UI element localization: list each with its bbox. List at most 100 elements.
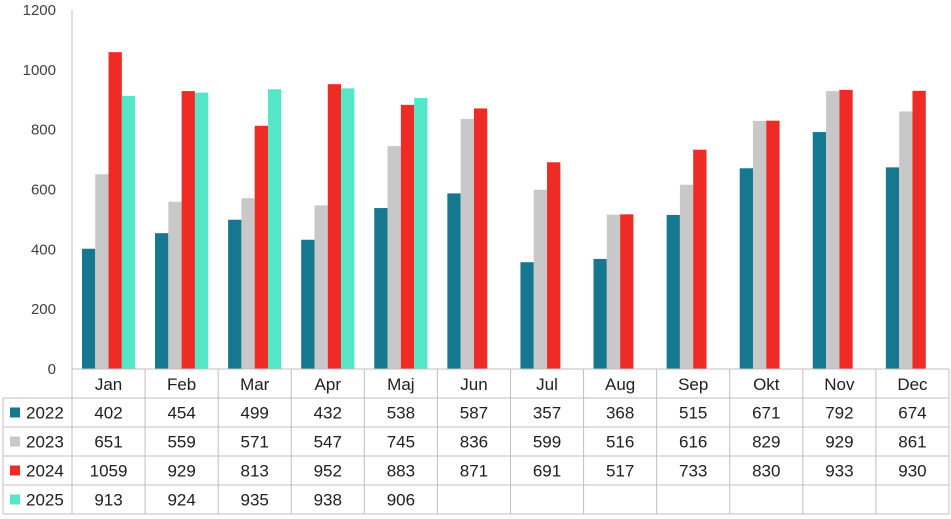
bar-2022-Apr — [301, 239, 315, 369]
table-cell-value: 402 — [94, 404, 122, 423]
table-cell-value: 357 — [533, 404, 561, 423]
x-category-label: Apr — [315, 375, 342, 394]
x-category-label: Nov — [824, 375, 855, 394]
y-tick-label: 200 — [31, 301, 56, 318]
table-cell-value: 829 — [752, 433, 780, 452]
bar-2023-Mar — [241, 198, 255, 369]
series-label-2022: 2022 — [26, 404, 64, 423]
bar-2022-Jan — [81, 248, 96, 369]
bar-2024-Jan — [108, 52, 122, 370]
table-cell-value: 935 — [241, 491, 269, 510]
table-cell-value: 813 — [241, 462, 269, 481]
table-cell-value: 515 — [679, 404, 707, 423]
bar-2024-Aug — [620, 214, 634, 369]
bar-2022-Okt — [739, 168, 753, 369]
bar-2024-Jun — [473, 108, 488, 370]
table-cell-value: 871 — [460, 462, 488, 481]
bar-2023-Jul — [533, 189, 548, 369]
table-cell-value: 559 — [167, 433, 195, 452]
table-cell-value: 913 — [94, 491, 122, 510]
table-cell-value: 671 — [752, 404, 780, 423]
bar-2024-Maj — [400, 104, 415, 369]
bar-2022-Maj — [374, 208, 388, 369]
y-tick-label: 800 — [31, 122, 56, 139]
bar-2023-Apr — [314, 205, 328, 369]
table-cell-value: 547 — [314, 433, 342, 452]
bar-2025-Mar — [268, 89, 282, 369]
y-axis: 0 200 400 600 800 1000 1200 — [23, 2, 73, 378]
x-category-label: Maj — [387, 375, 414, 394]
table-cell-value: 517 — [606, 462, 634, 481]
x-category-label: Okt — [753, 375, 780, 394]
table-cell-value: 674 — [898, 404, 926, 423]
legend-key-2025 — [10, 494, 20, 505]
table-cell-value: 432 — [314, 404, 342, 423]
legend-key-2023 — [10, 436, 20, 447]
x-category-label: Mar — [240, 375, 270, 394]
y-tick-label: 600 — [31, 182, 56, 199]
bar-2023-Jan — [95, 174, 109, 369]
bar-2024-Apr — [327, 84, 342, 369]
bar-2022-Jul — [520, 262, 534, 369]
series-label-2025: 2025 — [26, 491, 64, 510]
table-cell-value: 368 — [606, 404, 634, 423]
bar-2023-Aug — [606, 214, 621, 369]
table-cell-value: 938 — [314, 491, 342, 510]
bar-2022-Aug — [593, 258, 607, 369]
table-cell-value: 792 — [825, 404, 853, 423]
bar-2024-Dec — [912, 90, 926, 370]
y-tick-label: 1200 — [23, 2, 56, 19]
table-cell-value: 599 — [533, 433, 561, 452]
table-cell-value: 930 — [898, 462, 926, 481]
table-cell-value: 616 — [679, 433, 707, 452]
bar-2024-Mar — [254, 125, 269, 369]
bar-2025-Feb — [194, 92, 209, 369]
bar-2022-Nov — [812, 132, 827, 369]
x-category-label: Sep — [678, 375, 708, 394]
table-cell-value: 454 — [167, 404, 195, 423]
table-cell-value: 571 — [241, 433, 269, 452]
table-cell-value: 733 — [679, 462, 707, 481]
table-cell-value: 952 — [314, 462, 342, 481]
table-cell-value: 651 — [94, 433, 122, 452]
table-cell-value: 587 — [460, 404, 488, 423]
bar-2022-Jun — [447, 193, 461, 369]
x-category-label: Jul — [536, 375, 558, 394]
bar-2025-Jan — [121, 95, 136, 370]
table-cell-value: 924 — [167, 491, 195, 510]
table-cell-value: 836 — [460, 433, 488, 452]
bar-2025-Apr — [341, 88, 355, 369]
series-label-2023: 2023 — [26, 433, 64, 452]
bar-2023-Sep — [679, 184, 694, 369]
table-cell-value: 538 — [387, 404, 415, 423]
table-cell-value: 883 — [387, 462, 415, 481]
bar-2023-Feb — [168, 201, 182, 369]
bar-2022-Feb — [155, 233, 169, 369]
table-cell-value: 929 — [825, 433, 853, 452]
table-cell-value: 861 — [898, 433, 926, 452]
x-category-label: Dec — [897, 375, 928, 394]
table-cell-value: 516 — [606, 433, 634, 452]
table-cell-value: 499 — [241, 404, 269, 423]
x-category-label: Jun — [460, 375, 487, 394]
series-label-2024: 2024 — [26, 462, 64, 481]
legend-key-2024 — [10, 465, 20, 476]
table-cell-value: 691 — [533, 462, 561, 481]
table-cell-value: 929 — [167, 462, 195, 481]
legend-key-2022 — [10, 407, 20, 418]
bar-2024-Feb — [181, 91, 195, 369]
bar-2023-Okt — [752, 120, 767, 370]
bar-2024-Sep — [693, 149, 707, 369]
bar-2023-Jun — [460, 118, 474, 370]
table-cell-value: 933 — [825, 462, 853, 481]
bar-2024-Jul — [547, 162, 561, 369]
x-category-label: Feb — [167, 375, 196, 394]
table-cell-value: 1059 — [90, 462, 128, 481]
table-cell-value: 906 — [387, 491, 415, 510]
y-tick-label: 1000 — [23, 62, 56, 79]
table-cell-value: 830 — [752, 462, 780, 481]
bar-2024-Okt — [766, 120, 780, 369]
bar-2023-Maj — [387, 146, 401, 369]
bar-2024-Nov — [839, 89, 853, 369]
